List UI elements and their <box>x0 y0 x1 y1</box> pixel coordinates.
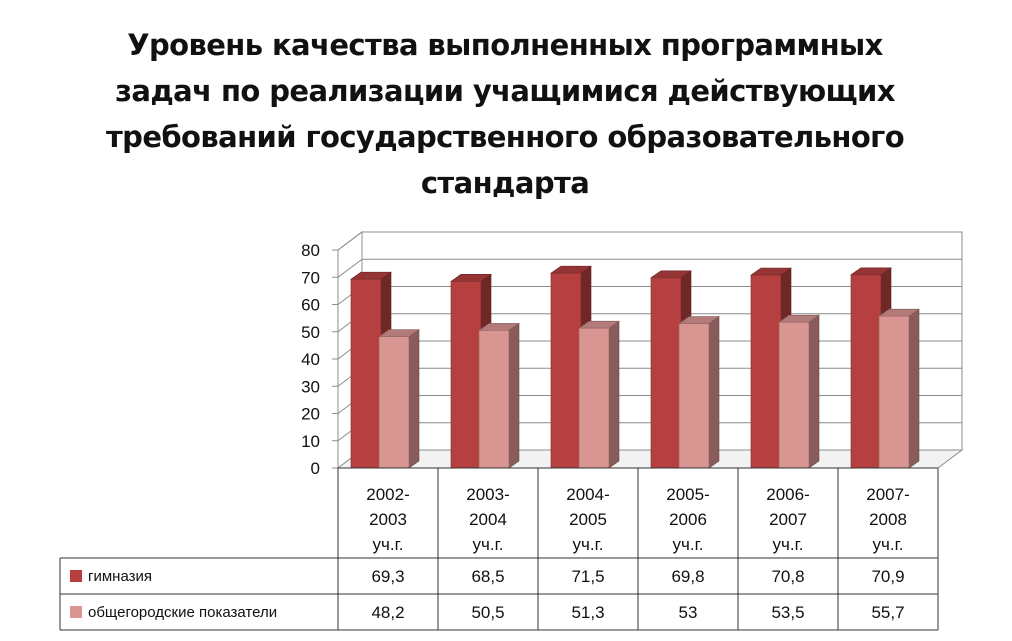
data-value-label: 48,2 <box>371 603 404 622</box>
x-category-label: 2004 <box>469 510 507 529</box>
title-line: Уровень качества выполненных программных <box>127 28 883 62</box>
data-value-label: 70,8 <box>771 567 804 586</box>
x-category-label: 2002- <box>366 485 409 504</box>
bar-front <box>878 315 910 469</box>
y-tick-label: 30 <box>301 377 320 396</box>
data-value-label: 53 <box>679 603 698 622</box>
bar-front <box>450 281 482 469</box>
bar-side <box>708 315 720 469</box>
bar-front <box>750 274 782 469</box>
x-category-label: 2007- <box>866 485 909 504</box>
bar-front <box>678 323 710 469</box>
x-category-label: уч.г. <box>873 535 904 554</box>
data-value-label: 53,5 <box>771 603 804 622</box>
legend-label: гимназия <box>88 568 152 585</box>
title-line: стандарта <box>420 166 590 200</box>
data-value-label: 69,3 <box>371 567 404 586</box>
bar-front <box>378 336 410 469</box>
bar-front <box>478 330 510 469</box>
bar-side <box>908 308 920 469</box>
bar-front <box>650 277 682 469</box>
data-value-label: 70,9 <box>871 567 904 586</box>
x-category-label: 2007 <box>769 510 807 529</box>
data-value-label: 55,7 <box>871 603 904 622</box>
x-category-label: 2006- <box>766 485 809 504</box>
bar <box>578 320 620 469</box>
y-tick-label: 70 <box>301 268 320 287</box>
x-category-label: 2004- <box>566 485 609 504</box>
legend-key <box>70 570 82 582</box>
x-category-label: 2005- <box>666 485 709 504</box>
title-line: задач по реализации учащимися действующи… <box>115 74 895 108</box>
bar-front <box>850 274 882 469</box>
x-category-label: уч.г. <box>773 535 804 554</box>
x-category-label: уч.г. <box>373 535 404 554</box>
y-tick-label: 40 <box>301 350 320 369</box>
title-line: требований государственного образователь… <box>105 120 905 154</box>
chart-title: Уровень качества выполненных программных… <box>90 22 920 206</box>
y-tick-label: 0 <box>311 459 320 478</box>
bar <box>678 315 720 469</box>
bar <box>378 329 420 469</box>
bar-front <box>550 272 582 469</box>
x-category-label: 2003- <box>466 485 509 504</box>
data-value-label: 50,5 <box>471 603 504 622</box>
gridline <box>337 231 962 251</box>
bar-front <box>350 278 382 469</box>
y-tick-label: 60 <box>301 296 320 315</box>
y-tick-label: 50 <box>301 323 320 342</box>
data-value-label: 71,5 <box>571 567 604 586</box>
bar-side <box>408 329 420 469</box>
x-category-label: уч.г. <box>573 535 604 554</box>
x-category-label: 2005 <box>569 510 607 529</box>
data-value-label: 68,5 <box>471 567 504 586</box>
legend-key <box>70 606 82 618</box>
bar-side <box>608 320 620 469</box>
x-category-label: 2003 <box>369 510 407 529</box>
bar-front <box>578 327 610 469</box>
bar <box>778 314 820 469</box>
data-value-label: 69,8 <box>671 567 704 586</box>
y-tick-label: 20 <box>301 405 320 424</box>
y-tick-label: 10 <box>301 432 320 451</box>
bar-side <box>508 322 520 469</box>
data-value-label: 51,3 <box>571 603 604 622</box>
bar <box>878 308 920 469</box>
y-tick-label: 80 <box>301 241 320 260</box>
bar-side <box>808 314 820 469</box>
x-category-label: 2008 <box>869 510 907 529</box>
x-category-label: 2006 <box>669 510 707 529</box>
x-category-label: уч.г. <box>673 535 704 554</box>
bar <box>478 322 520 469</box>
bar-front <box>778 321 810 469</box>
x-category-label: уч.г. <box>473 535 504 554</box>
gridline <box>337 258 962 278</box>
legend-label: общегородские показатели <box>88 604 277 621</box>
